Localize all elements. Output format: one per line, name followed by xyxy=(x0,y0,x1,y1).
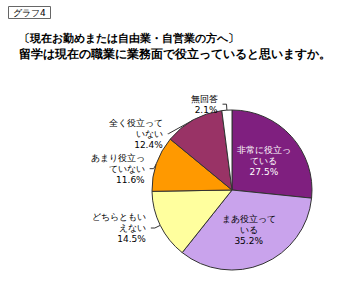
svg-text:11.6%: 11.6% xyxy=(116,175,145,185)
svg-text:グラフ4: グラフ4 xyxy=(13,8,46,18)
svg-text:27.5%: 27.5% xyxy=(250,167,279,177)
svg-text:非常に役立っ: 非常に役立っ xyxy=(237,145,291,155)
svg-text:〔現在お勤めまたは自由業・自営業の方へ〕: 〔現在お勤めまたは自由業・自営業の方へ〕 xyxy=(19,32,239,45)
svg-text:留学は現在の職業に業務面で役立っていると思いますか。: 留学は現在の職業に業務面で役立っていると思いますか。 xyxy=(19,47,331,61)
svg-text:無回答: 無回答 xyxy=(191,94,218,104)
svg-text:えない: えない xyxy=(119,223,146,233)
svg-text:全く役立って: 全く役立って xyxy=(109,118,163,128)
svg-text:まあ役立って: まあ役立って xyxy=(222,214,276,224)
svg-text:14.5%: 14.5% xyxy=(117,234,146,244)
svg-text:35.2%: 35.2% xyxy=(234,236,263,246)
svg-text:ていない: ていない xyxy=(109,164,145,174)
svg-text:ている: ている xyxy=(250,156,277,166)
svg-text:12.4%: 12.4% xyxy=(134,140,163,150)
svg-text:2.1%: 2.1% xyxy=(195,105,218,115)
svg-text:あまり役立っ: あまり役立っ xyxy=(91,153,145,163)
svg-text:いる: いる xyxy=(240,225,258,235)
svg-text:どちらともい: どちらともい xyxy=(92,212,146,222)
svg-text:いない: いない xyxy=(136,129,163,139)
